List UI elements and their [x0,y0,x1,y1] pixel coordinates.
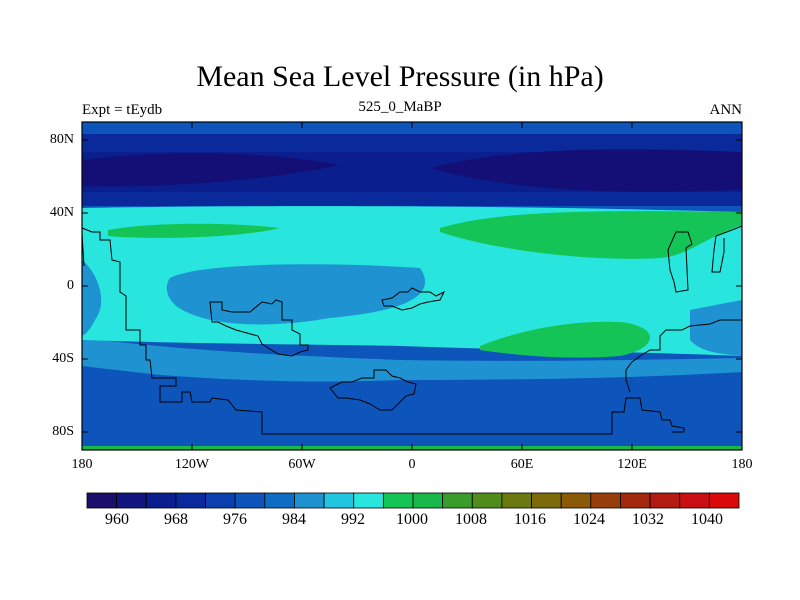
coastline-continent-f [711,235,725,273]
y-label-eq: 0 [67,278,74,293]
high-cell-west [108,223,280,238]
low-equatorial-pacific [166,264,426,325]
colorbar-swatch [264,492,295,509]
colorbar-swatch [442,492,473,509]
colorbar-label: 976 [223,511,247,528]
x-label-120w: 120W [174,457,210,472]
chart-title: Mean Sea Level Pressure (in hPa) [196,60,604,93]
low-west-atlantic [82,153,340,187]
colorbar-swatch [86,492,118,509]
x-label-60w: 60W [288,457,316,472]
x-label-180w: 180 [71,457,93,472]
colorbar-label: 1008 [455,511,487,528]
experiment-label: Expt = tEydb [82,102,163,118]
colorbar-swatch [145,492,177,509]
coastline-continent-d [667,231,693,293]
colorbar-swatch [471,492,503,509]
time-label: 525_0_MaBP [358,99,442,115]
x-label-60e: 60E [510,457,534,472]
colorbar-label: 968 [164,511,188,528]
y-label-40s: 40S [52,351,74,366]
y-label-40n: 40N [49,205,74,220]
colorbar-swatch [175,492,206,509]
band-1000-south [82,338,742,382]
axis-ticks [81,122,743,450]
x-label-120e: 120E [617,457,647,472]
colorbar-label: 1016 [514,511,546,528]
colorbar-swatch [708,492,740,509]
colorbar-swatch [382,492,414,509]
colorbar-swatch [531,492,562,509]
y-label-80s: 80S [52,424,74,439]
pressure-field [82,122,742,450]
colorbar-swatch [679,492,710,509]
colorbar-label: 1024 [573,511,605,528]
colorbar-swatch [620,492,651,509]
x-label-0: 0 [408,457,416,472]
x-label-180e: 180 [731,457,753,472]
band-992-south [82,366,742,450]
colorbar-label: 960 [105,511,129,528]
colorbar-swatch [353,492,384,509]
colorbar-label: 984 [282,511,306,528]
colorbar-swatch [590,492,621,509]
colorbar-label: 1000 [396,511,428,528]
high-cell-south [480,321,650,358]
colorbar-swatch [412,492,444,509]
colorbar-swatch [294,492,325,509]
colorbar-label: 1040 [691,511,723,528]
colorbar-label: 992 [341,511,365,528]
coastline-continent-a [209,299,309,357]
low-west-edge [82,260,102,336]
colorbar-swatch [501,492,532,509]
low-north-pacific [430,149,742,192]
high-cell-north-east [440,211,742,259]
coastline-continent-c [329,369,417,411]
colorbar-swatch [234,492,266,509]
colorbar-swatch [205,492,236,509]
colorbar-swatch [560,492,592,509]
colorbar [86,492,740,509]
y-label-80n: 80N [49,132,74,147]
season-label: ANN [709,102,743,118]
colorbar-label: 1032 [632,511,664,528]
colorbar-swatch [323,492,355,509]
coastline-continent-b [381,287,446,311]
low-east-edge [690,300,742,356]
coastline-south [81,227,685,435]
colorbar-swatch [116,492,147,509]
colorbar-swatch [649,492,681,509]
